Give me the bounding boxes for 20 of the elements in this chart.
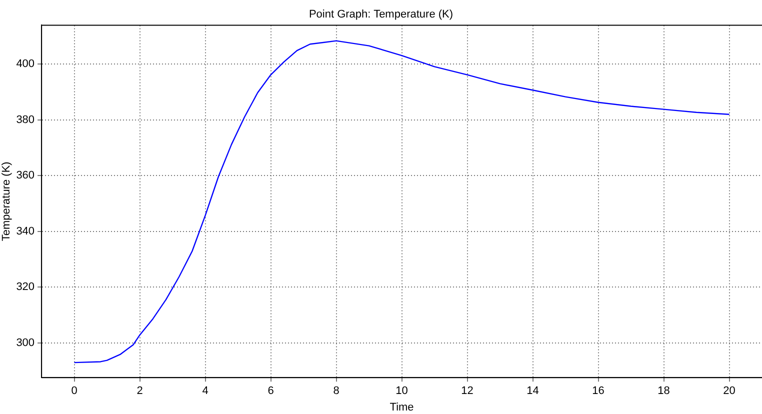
x-tick-label: 8: [333, 385, 340, 398]
y-axis-title: Temperature (K): [0, 162, 13, 242]
x-tick-label: 0: [71, 385, 78, 398]
x-tick-label: 14: [526, 385, 539, 398]
y-tick-label: 300: [16, 336, 35, 349]
x-axis-title: Time: [390, 401, 414, 414]
y-tick-label: 320: [16, 281, 35, 294]
x-tick-label: 10: [396, 385, 408, 398]
y-tick-label: 380: [16, 114, 35, 126]
x-tick-label: 2: [136, 385, 143, 398]
x-tick-label: 18: [658, 385, 670, 398]
x-tick-label: 4: [202, 385, 208, 398]
x-tick-label: 16: [592, 385, 604, 398]
x-tick-label: 12: [461, 385, 474, 398]
y-tick-label: 360: [16, 170, 35, 182]
x-tick-label: 20: [723, 385, 736, 398]
y-tick-label: 400: [16, 58, 35, 70]
y-tick-label: 340: [16, 225, 35, 238]
x-tick-label: 6: [268, 385, 274, 398]
chart-title: Point Graph: Temperature (K): [308, 8, 454, 21]
